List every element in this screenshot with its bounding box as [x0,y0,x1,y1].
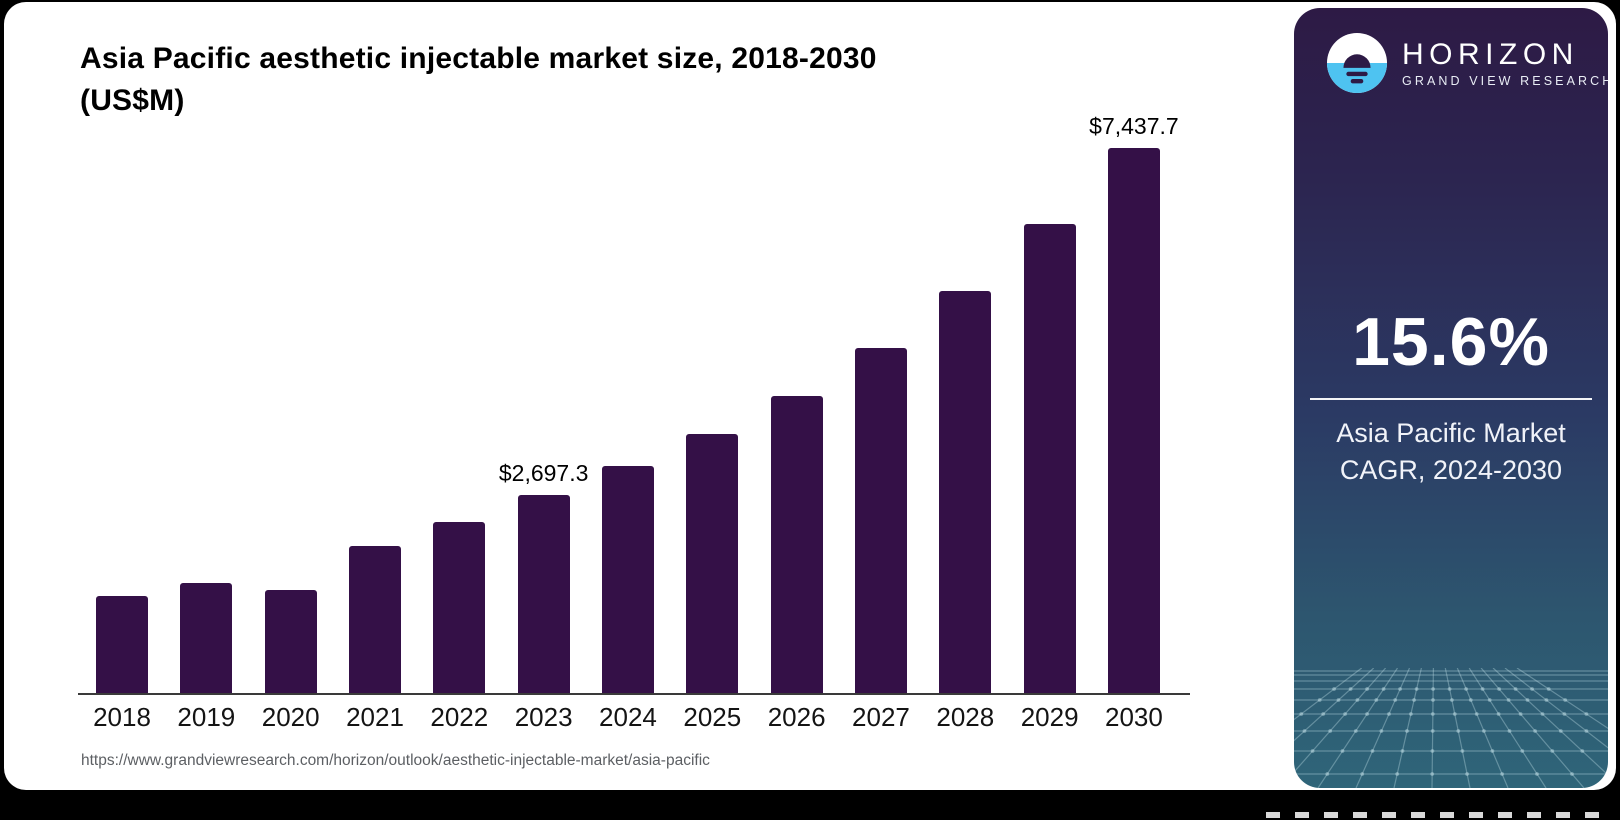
bar-2019 [180,583,233,693]
brand-text: HORIZON GRAND VIEW RESEARCH [1402,37,1608,88]
x-axis-label: 2021 [346,702,404,732]
bar-chart-plot-area: $2,697.3 $7,437.7 [96,93,1179,693]
bar-2027 [854,348,907,693]
cagr-caption: Asia Pacific Market CAGR, 2024-2030 [1294,415,1608,489]
x-axis-label: 2024 [599,702,657,732]
bar-2028 [939,291,992,693]
x-axis-labels: 2018 2019 2020 2021 2022 2023 2024 2025 2026 2027… [93,702,1163,733]
cagr-caption-line1: Asia Pacific Market [1336,418,1566,448]
x-axis-label: 2026 [767,702,826,732]
x-axis-line [78,693,1190,695]
wireframe-mesh-graphic [1294,668,1608,788]
horizon-sun-logo-icon [1326,32,1388,94]
bottom-dashes-decoration [1266,812,1606,818]
cagr-stat-block: 15.6% Asia Pacific Market CAGR, 2024-2030 [1294,306,1608,489]
x-axis-label: 2018 [93,702,151,732]
bar-2023: $2,697.3 [499,460,588,693]
bar-2022 [433,522,486,693]
brand-logo: HORIZON GRAND VIEW RESEARCH [1326,32,1608,94]
x-axis-label: 2023 [514,702,573,732]
cagr-value: 15.6% [1352,304,1550,380]
bar-2030: $7,437.7 [1089,113,1179,693]
bar-2029 [1023,224,1076,693]
x-axis-label: 2022 [430,702,489,732]
x-axis-label: 2020 [261,702,320,732]
sidebar-panel: HORIZON GRAND VIEW RESEARCH 15.6% Asia P… [1294,8,1608,788]
bar-2026 [770,396,823,693]
x-axis-label: 2030 [1105,702,1163,732]
x-axis-label: 2027 [852,702,910,732]
chart-title-line2: (US$M) [80,84,185,117]
chart-title: Asia Pacific aesthetic injectable market… [80,38,877,122]
bar-2025 [686,434,739,693]
bar-2018 [96,596,148,693]
x-axis-label: 2019 [177,702,236,732]
brand-name: HORIZON [1402,37,1579,71]
bar-2024 [601,466,654,693]
x-axis-label: 2029 [1020,702,1079,732]
bar-2020 [264,590,317,693]
x-axis-label: 2025 [683,702,742,732]
stat-divider [1310,398,1592,400]
cagr-caption-line2: CAGR, 2024-2030 [1339,455,1563,485]
bar-value-label: $7,437.7 [1089,113,1179,139]
chart-title-line1: Asia Pacific aesthetic injectable market… [80,42,877,75]
bar-value-label: $2,697.3 [498,460,589,486]
x-axis-label: 2028 [936,702,995,732]
chart-card: Asia Pacific aesthetic injectable market… [4,2,1616,790]
bar-2021 [348,546,401,693]
source-url: https://www.grandviewresearch.com/horizo… [81,752,710,769]
brand-subtitle: GRAND VIEW RESEARCH [1402,73,1608,88]
